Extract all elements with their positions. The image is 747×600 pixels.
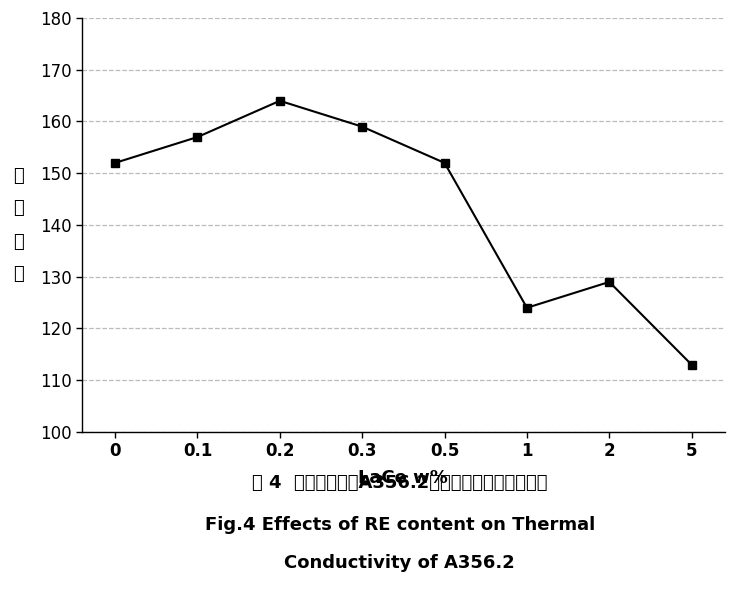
Text: 热: 热 <box>13 199 24 217</box>
Text: 数: 数 <box>13 265 24 283</box>
Text: Fig.4 Effects of RE content on Thermal: Fig.4 Effects of RE content on Thermal <box>205 516 595 534</box>
Text: 导: 导 <box>13 166 24 185</box>
X-axis label: LaCe w%: LaCe w% <box>359 469 448 487</box>
Text: 系: 系 <box>13 232 24 251</box>
Text: Conductivity of A356.2: Conductivity of A356.2 <box>285 554 515 572</box>
Text: 图 4  稀土加入量对A356.2铝合金导热系数的影响。: 图 4 稀土加入量对A356.2铝合金导热系数的影响。 <box>252 474 548 492</box>
